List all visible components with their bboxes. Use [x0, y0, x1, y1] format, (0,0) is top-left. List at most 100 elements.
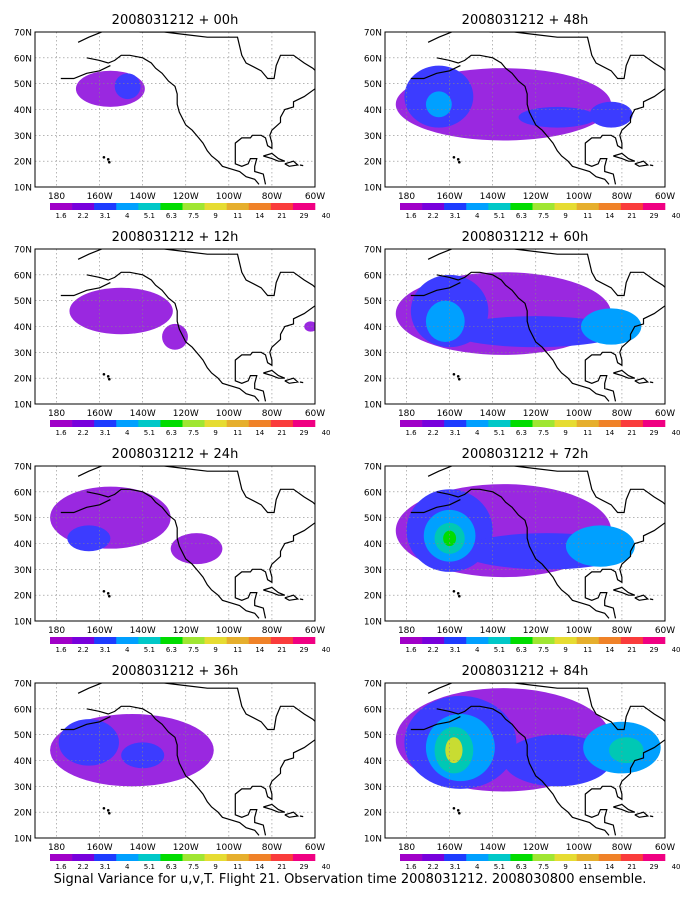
lat-tick-label: 70N — [14, 463, 32, 473]
colorbar-swatch — [292, 420, 316, 427]
lon-tick-label: 160W — [87, 626, 113, 636]
colorbar-swatch — [204, 203, 227, 210]
colorbar-swatch — [138, 203, 161, 210]
colorbar-label: 11 — [233, 429, 242, 437]
plot-area — [385, 683, 665, 838]
colorbar-swatch — [554, 854, 577, 861]
colorbar-label: 4 — [475, 212, 480, 220]
coastline — [60, 282, 111, 297]
colorbar-label: 4 — [475, 429, 480, 437]
colorbar-label: 3.1 — [450, 429, 461, 437]
colorbar-swatch — [72, 854, 95, 861]
colorbar-label: 29 — [649, 863, 658, 871]
colorbar-swatch — [422, 854, 445, 861]
colorbar-swatch — [116, 637, 139, 644]
variance-contour — [581, 308, 642, 345]
island — [106, 375, 110, 378]
colorbar-swatch — [50, 637, 73, 644]
lon-tick-label: 80W — [612, 409, 632, 419]
coastline — [299, 164, 304, 167]
lat-tick-label: 70N — [364, 29, 382, 39]
colorbar-swatch — [488, 637, 511, 644]
island — [452, 155, 456, 159]
lat-tick-label: 30N — [364, 349, 382, 359]
lat-tick-label: 30N — [14, 349, 32, 359]
colorbar-swatch — [532, 637, 555, 644]
coastline — [649, 598, 654, 601]
colorbar-label: 21 — [277, 863, 286, 871]
lat-tick-label: 30N — [14, 566, 32, 576]
colorbar-label: 3.1 — [100, 863, 111, 871]
lon-tick-label: 80W — [612, 192, 632, 202]
colorbar-swatch — [510, 854, 533, 861]
colorbar-label: 14 — [605, 429, 614, 437]
island — [452, 806, 456, 810]
colorbar-label: 1.6 — [55, 646, 67, 654]
coastline — [284, 594, 300, 601]
coastline — [86, 488, 260, 619]
colorbar-swatch — [598, 854, 622, 861]
colorbar-swatch — [466, 637, 489, 644]
lat-tick-label: 10N — [364, 401, 382, 411]
colorbar-label: 14 — [605, 212, 614, 220]
colorbar-label: 3.1 — [450, 212, 461, 220]
colorbar-swatch — [138, 420, 161, 427]
panel-title: 2008031212 + 72h — [462, 447, 589, 462]
lat-tick-label: 10N — [14, 401, 32, 411]
colorbar-label: 11 — [583, 429, 592, 437]
lat-tick-label: 20N — [364, 592, 382, 602]
colorbar-label: 3.1 — [100, 212, 111, 220]
panel-frame — [384, 465, 666, 622]
lon-tick-label: 100W — [216, 626, 242, 636]
lat-tick-label: 60N — [14, 54, 32, 64]
island — [106, 158, 110, 161]
colorbar-swatch — [160, 854, 183, 861]
colorbar-label: 5.1 — [494, 646, 505, 654]
colorbar-label: 3.1 — [450, 863, 461, 871]
lon-tick-label: 100W — [216, 843, 242, 853]
lat-tick-label: 60N — [14, 705, 32, 715]
variance-contour — [449, 316, 622, 348]
colorbar-label: 40 — [322, 429, 331, 437]
colorbar-swatch — [138, 637, 161, 644]
colorbar-swatch — [422, 420, 445, 427]
panel-title: 2008031212 + 84h — [462, 664, 589, 679]
colorbar-label: 6.3 — [516, 646, 527, 654]
colorbar-swatch — [510, 637, 533, 644]
coastline — [634, 160, 650, 167]
colorbar-swatch — [554, 420, 577, 427]
lon-tick-label: 140W — [480, 626, 506, 636]
colorbar-swatch — [642, 637, 666, 644]
coastline — [613, 803, 636, 813]
lon-tick-label: 60W — [305, 843, 325, 853]
map-panel-6: 2008031212 + 72h 70N 60N 50N 40N 30N 20N 10N 180… — [364, 447, 681, 654]
coastline — [634, 594, 650, 601]
colorbar-label: 6.3 — [516, 429, 527, 437]
plot-area — [35, 249, 315, 404]
colorbar-label: 5.1 — [494, 429, 505, 437]
lat-tick-label: 50N — [14, 731, 32, 741]
colorbar-swatch — [72, 420, 95, 427]
colorbar-label: 14 — [605, 646, 614, 654]
colorbar-swatch — [204, 637, 227, 644]
lon-tick-label: 140W — [480, 192, 506, 202]
lat-tick-label: 50N — [14, 80, 32, 90]
coastline — [436, 488, 610, 619]
colorbar-label: 5.1 — [144, 429, 155, 437]
colorbar-swatch — [642, 203, 666, 210]
colorbar-swatch — [138, 854, 161, 861]
colorbar-swatch — [554, 203, 577, 210]
lon-tick-label: 120W — [523, 409, 549, 419]
lat-tick-label: 40N — [364, 106, 382, 116]
lat-tick-label: 40N — [14, 757, 32, 767]
colorbar-swatch — [292, 203, 316, 210]
colorbar-swatch — [532, 203, 555, 210]
colorbar-label: 4 — [125, 646, 130, 654]
coastline — [60, 716, 111, 731]
coastline — [60, 499, 111, 514]
colorbar-label: 11 — [233, 863, 242, 871]
lat-tick-label: 40N — [364, 323, 382, 333]
colorbar-label: 9 — [563, 429, 567, 437]
lon-tick-label: 180 — [398, 192, 415, 202]
colorbar-label: 2.2 — [428, 429, 439, 437]
